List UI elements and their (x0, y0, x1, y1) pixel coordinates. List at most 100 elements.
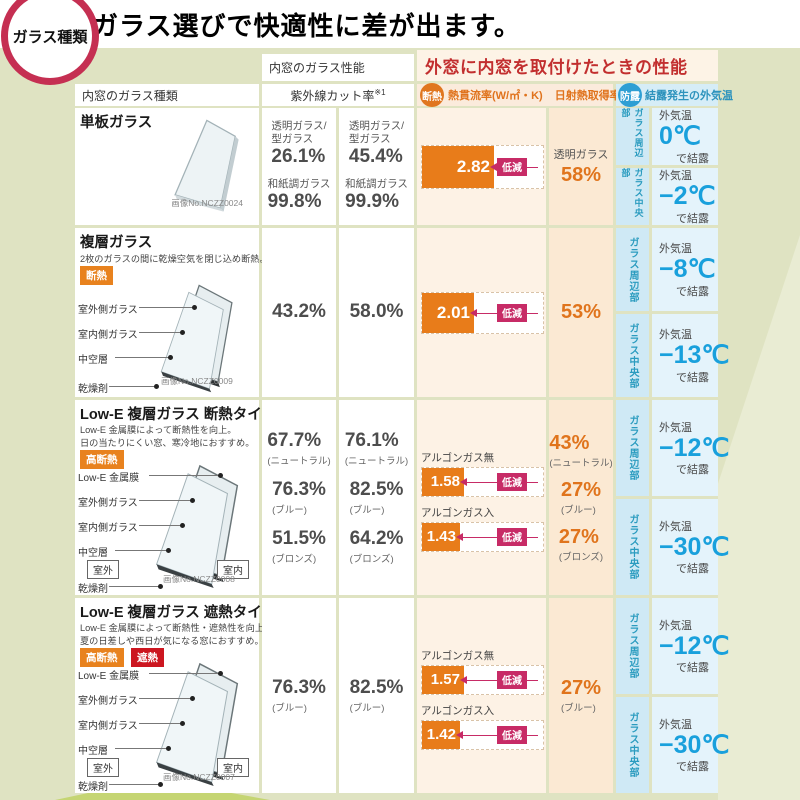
category-badge: ガラス種類 (1, 0, 99, 85)
uv-group: 和紙調ガラス 99.8% (267, 177, 331, 212)
high-insulation-badge: 高断熱 (80, 648, 124, 667)
outside-box: 室外 (87, 758, 119, 777)
double-glass-diagram (160, 284, 233, 393)
dew-temp: 0℃ (659, 122, 701, 151)
uv-group: 64.2% (ブロンズ) (349, 527, 404, 565)
solar-sub-label: 透明ガラス (553, 149, 609, 161)
air-layer-label: 中空層 (78, 746, 108, 757)
row2-heat-cell: 2.01 低減 (417, 228, 546, 397)
page-title: ガラス選びで快適性に差が出ます。 (92, 11, 521, 41)
leader-line (139, 305, 197, 310)
heat-bar: 1.43 (422, 522, 460, 551)
dew-temp: −8℃ (659, 255, 716, 284)
row2-title: 複層ガラス (80, 235, 153, 251)
outside-glass-label: 室外側ガラス (78, 498, 138, 509)
outer-performance-header: 外窓に内窓を取付けたときの性能 (417, 50, 718, 81)
row3-pos-edge: ガラス周辺部 (616, 400, 649, 496)
uv-value: 43.2% (272, 301, 326, 323)
dew-col-label: 結露発生の外気温 (645, 90, 733, 102)
row3-type-cell: Low-E 複層ガラス 断熱タイプ Low-E 金属膜によって断熱性を向上。 日… (75, 400, 276, 595)
reduce-arrow-icon (460, 675, 467, 684)
leader-line (139, 498, 195, 503)
row3-title: Low-E 複層ガラス 断熱タイプ (80, 407, 277, 423)
heat-bar-track: 2.01 低減 (421, 291, 544, 334)
row3-desc-1: Low-E 金属膜によって断熱性を向上。 (80, 425, 237, 435)
uv-group: 82.5% (ブルー) (349, 677, 404, 714)
uv-group: 67.7% (ニュートラル) (267, 430, 331, 468)
leader-line (149, 671, 223, 676)
background-polygon (718, 235, 800, 800)
inside-glass-label: 室内側ガラス (78, 523, 138, 534)
row4-title: Low-E 複層ガラス 遮熱タイプ (80, 605, 277, 621)
heat-solar-subheader: 断熱 熱貫流率(W/㎡・K) 日射熱取得率 (417, 83, 621, 107)
row4-pos-center: ガラス中央部 (616, 697, 649, 793)
reduce-arrow-icon (456, 730, 463, 739)
outside-glass-label: 室外側ガラス (78, 696, 138, 707)
dew-temp: −30℃ (659, 532, 730, 561)
leader-line (139, 696, 195, 701)
reduce-badge: 低減 (497, 725, 527, 744)
solar-value: 58% (560, 164, 602, 186)
row1-dew-center-cell: 外気温 −2℃ で結露 (652, 168, 718, 225)
leader-line (109, 584, 163, 589)
solar-group: 27% (ブルー) (560, 479, 602, 516)
single-glass-diagram (174, 119, 239, 212)
heat-bar: 1.57 (422, 665, 464, 694)
inside-box: 室内 (217, 758, 249, 777)
argon-filled-label: アルゴンガス入 (421, 506, 495, 519)
row1-type-cell: 単板ガラス 画像No.NCZZ0024 (75, 108, 259, 225)
heat-bar-track: 1.43 低減 (421, 521, 544, 552)
uv-cut-header: 紫外線カット率※1 (262, 84, 414, 106)
reduce-arrow-icon (490, 162, 497, 171)
category-badge-label: ガラス種類 (12, 28, 88, 46)
glass-type-header: 内窓のガラス種類 (75, 84, 259, 106)
row2-dew-edge-cell: 外気温 −8℃ で結露 (652, 228, 718, 311)
inside-glass-label: 室内側ガラス (78, 721, 138, 732)
row1-pos-edge: ガラス周辺部 (616, 108, 649, 165)
reduce-arrow-icon (460, 477, 467, 486)
outer-performance-label: 外窓に内窓を取付けたときの性能 (425, 58, 688, 77)
argon-filled-label: アルゴンガス入 (421, 704, 495, 717)
row4-desc-1: Low-E 金属膜によって断熱性・遮熱性を向上。 (80, 623, 274, 633)
reduce-arrow-icon (456, 532, 463, 541)
row4-heat-cell: アルゴンガス無 1.57 低減 アルゴンガス入 1.42 低減 (417, 598, 546, 793)
uv-group: 76.3% (ブルー) (272, 479, 326, 516)
row3-dew-center-cell: 外気温 −30℃ で結露 (652, 499, 730, 595)
desiccant-label: 乾燥剤 (78, 584, 108, 595)
leader-line (115, 746, 171, 751)
heat-bar: 1.42 (422, 720, 460, 749)
row2-pos-edge: ガラス周辺部 (616, 228, 649, 311)
uv-value: 58.0% (349, 301, 404, 323)
desiccant-label: 乾燥剤 (78, 384, 108, 395)
dew-temp: −2℃ (659, 182, 716, 211)
row2-type-cell: 複層ガラス 2枚のガラスの間に乾燥空気を閉じ込め断熱。 断熱 室外側ガラス 室内… (75, 228, 269, 397)
desiccant-label: 乾燥剤 (78, 782, 108, 793)
row4-dew-edge-cell: 外気温 −12℃ で結露 (652, 598, 729, 694)
solar-group: 43% (ニュートラル) (549, 432, 613, 469)
air-layer-label: 中空層 (78, 548, 108, 559)
uv-group: 76.3% (ブルー) (272, 677, 326, 714)
heat-bar-track: 1.42 低減 (421, 719, 544, 750)
high-insulation-badge: 高断熱 (80, 450, 124, 469)
dew-subheader: 防露 結露発生の外気温 (616, 83, 733, 107)
reduce-badge: 低減 (497, 670, 527, 689)
row3-pos-center: ガラス中央部 (616, 499, 649, 595)
uv-group: 76.1% (ニュートラル) (344, 430, 409, 468)
title-band (0, 0, 800, 48)
solar-value: 53% (560, 301, 602, 323)
reduce-badge: 低減 (497, 472, 527, 491)
row3-heat-cell: アルゴンガス無 1.58 低減 アルゴンガス入 1.43 低減 (417, 400, 546, 595)
insulation-badge: 断熱 (80, 266, 113, 285)
heat-bar-track: 1.57 低減 (421, 664, 544, 695)
row3-uv-inner-cell: 67.7% (ニュートラル) 76.3% (ブルー) 51.5% (ブロンズ) (262, 400, 336, 595)
glass-type-label: 内窓のガラス種類 (82, 88, 178, 103)
heat-bar: 2.01 (422, 292, 474, 333)
inside-glass-label: 室内側ガラス (78, 330, 138, 341)
leader-line (109, 782, 163, 787)
argon-none-label: アルゴンガス無 (421, 649, 495, 662)
row3-solar-cell: 43% (ニュートラル) 27% (ブルー) 27% (ブロンズ) (549, 400, 613, 595)
air-layer-label: 中空層 (78, 355, 108, 366)
row2-image-caption: 画像No.NCZZ0009 (161, 376, 233, 386)
leader-line (115, 548, 171, 553)
